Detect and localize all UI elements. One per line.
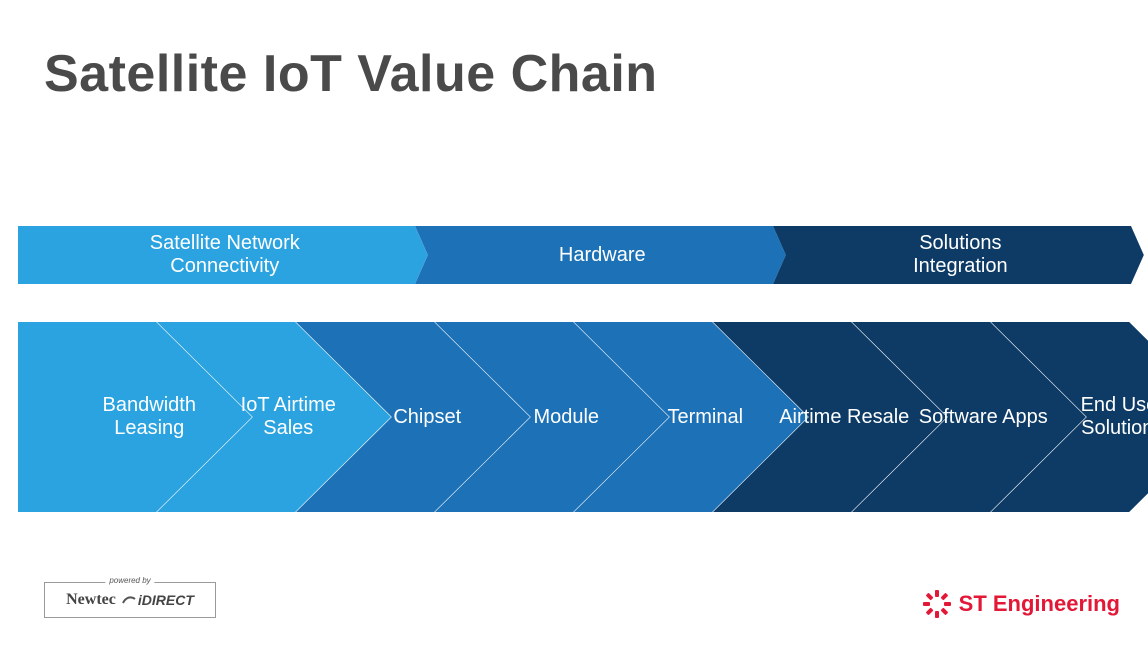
- chevron-segment: SolutionsIntegration: [773, 226, 1144, 284]
- st-engineering-icon: [923, 590, 951, 618]
- chevron-label: Airtime Resale: [769, 406, 919, 429]
- powered-by-label: powered by: [105, 576, 154, 585]
- chevron-label: Software Apps: [909, 406, 1058, 429]
- chevron-label: Chipset: [383, 406, 471, 429]
- chevron-label: Terminal: [657, 406, 753, 429]
- chevron-label: Satellite NetworkConnectivity: [140, 232, 310, 278]
- chevron-label: End UserSolutions: [1071, 394, 1148, 440]
- chevron-label: Hardware: [549, 244, 656, 267]
- chevron-label: Module: [523, 406, 609, 429]
- chevron-segment: Satellite NetworkConnectivity: [18, 226, 428, 284]
- brand-newtec: Newtec: [66, 591, 116, 609]
- st-engineering-text: ST Engineering: [959, 591, 1120, 617]
- swoosh-icon: [122, 594, 136, 606]
- chevron-label: BandwidthLeasing: [93, 394, 206, 440]
- footer-right-logo: ST Engineering: [923, 590, 1120, 618]
- chevron-label: SolutionsIntegration: [903, 232, 1018, 278]
- top-row: Satellite NetworkConnectivity Hardware Sol…: [18, 226, 1130, 284]
- page-title: Satellite IoT Value Chain: [44, 44, 658, 104]
- chevron-label: IoT AirtimeSales: [231, 394, 346, 440]
- brand-idirect: iDIRECT: [122, 592, 194, 608]
- chevron-segment: Hardware: [415, 226, 786, 284]
- bottom-row: BandwidthLeasing IoT AirtimeSales Chipset M…: [18, 322, 1130, 512]
- footer-left-badge: powered by Newtec iDIRECT: [44, 582, 216, 618]
